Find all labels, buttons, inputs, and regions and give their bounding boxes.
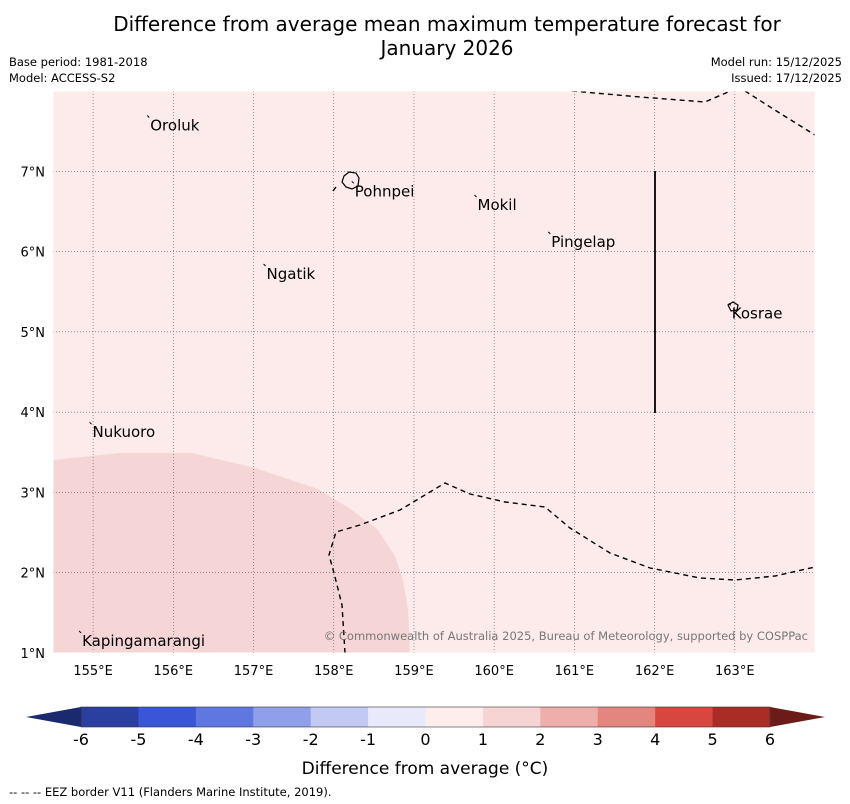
colorbar-tick-label: -1 [360,730,376,749]
latitude-tick-label: 4°N [21,406,46,421]
pohnpei-island [341,171,360,190]
meta-left: Base period: 1981-2018 Model: ACCESS-S2 [9,54,148,86]
colorbar: -6 -5 -4 -3 -2 -1 0 1 2 3 4 5 6 [26,706,825,749]
colorbar-tick-label: 5 [707,730,717,749]
colorbar-label: Difference from average (°C) [302,759,549,779]
place-marker [474,194,477,198]
kosrae-island [727,301,739,312]
place-marker [728,303,732,306]
issued-date: Issued: 17/12/2025 [731,71,842,85]
eez-footnote: -- -- -- EEZ border V11 (Flanders Marine… [9,785,332,799]
colorbar-tick-label: -4 [188,730,204,749]
longitude-tick-label: 160°E [474,664,514,679]
model-name: Model: ACCESS-S2 [9,71,116,85]
colorbar-swatch [253,707,312,727]
colorbar-swatch [368,707,426,727]
chart-title: Difference from average mean maximum tem… [0,12,850,60]
colorbar-swatch [597,707,656,727]
colorbar-swatch [712,707,771,727]
colorbar-swatch [138,707,197,727]
colorbar-tick-label: 1 [478,730,488,749]
latitude-tick-label: 3°N [21,486,46,501]
eez-border-west-fragment [332,186,337,192]
colorbar-swatch [482,707,541,727]
colorbar-swatch [195,707,254,727]
eez-border-south [328,482,815,653]
place-label: Mokil [478,196,517,214]
place-label: Kosrae [732,304,783,322]
colorbar-tick-label: -6 [73,730,89,749]
colorbar-frame [80,706,771,728]
colorbar-tick-label: 4 [650,730,660,749]
colorbar-high-extension [770,707,825,727]
place-marker [146,115,150,118]
longitude-tick-label: 163°E [715,664,755,679]
colorbar-tick-label: -5 [130,730,146,749]
latitude-axis: 1°N 2°N 3°N 4°N 5°N 6°N 7°N [21,165,46,662]
place-marker [89,421,92,425]
colorbar-tick-label: -2 [303,730,319,749]
place-marker [78,630,82,634]
meta-right: Model run: 15/12/2025 Issued: 17/12/2025 [711,54,842,86]
latitude-tick-label: 7°N [21,165,46,180]
longitude-tick-label: 157°E [234,664,274,679]
colorbar-swatch [310,707,369,727]
place-marker [547,231,551,235]
title-line-1: Difference from average mean maximum tem… [113,12,781,36]
longitude-tick-label: 158°E [314,664,354,679]
latitude-tick-label: 5°N [21,326,46,341]
longitude-tick-label: 156°E [154,664,194,679]
colorbar-low-extension [26,707,81,727]
colorbar-swatch [540,707,599,727]
eez-borders [328,91,815,653]
place-marker [351,180,355,184]
place-label: Pingelap [551,233,615,251]
anomaly-region-1-2c [53,453,410,653]
colorbar-tick-label: -3 [245,730,261,749]
colorbar-tick-label: 6 [765,730,775,749]
title-line-2: January 2026 [380,36,514,60]
map-panel: Oroluk Pohnpei Mokil Pingelap Ngatik Kosrae Nu… [52,90,816,654]
longitude-tick-label: 161°E [555,664,595,679]
graticule [53,91,815,653]
colorbar-swatch [81,707,139,727]
map-frame [52,90,816,654]
place-label: Nukuoro [93,423,156,441]
model-run: Model run: 15/12/2025 [710,55,842,69]
longitude-axis: 155°E 156°E 157°E 158°E 159°E 160°E 161°E 162°E… [73,664,754,679]
latitude-tick-label: 6°N [21,246,46,261]
longitude-tick-label: 159°E [394,664,434,679]
place-label: Pohnpei [355,182,415,200]
place-label: Kapingamarangi [82,632,205,650]
colorbar-tick-label: 2 [535,730,545,749]
latitude-tick-label: 2°N [21,567,46,582]
colorbar-swatch [655,707,714,727]
place-labels: Oroluk Pohnpei Mokil Pingelap Ngatik Kosrae Nu… [78,115,783,650]
colorbar-tick-label: 3 [593,730,603,749]
place-label: Oroluk [150,116,199,134]
latitude-tick-label: 1°N [21,647,46,662]
colorbar-tick-label: 0 [420,730,430,749]
longitude-tick-label: 155°E [73,664,113,679]
place-label: Ngatik [267,265,316,283]
copyright-notice: © Commonwealth of Australia 2025, Bureau… [324,629,808,643]
colorbar-swatch [425,707,484,727]
base-period: Base period: 1981-2018 [9,55,148,69]
longitude-tick-label: 162°E [635,664,675,679]
place-marker [263,263,266,267]
eez-border-north [571,91,815,136]
